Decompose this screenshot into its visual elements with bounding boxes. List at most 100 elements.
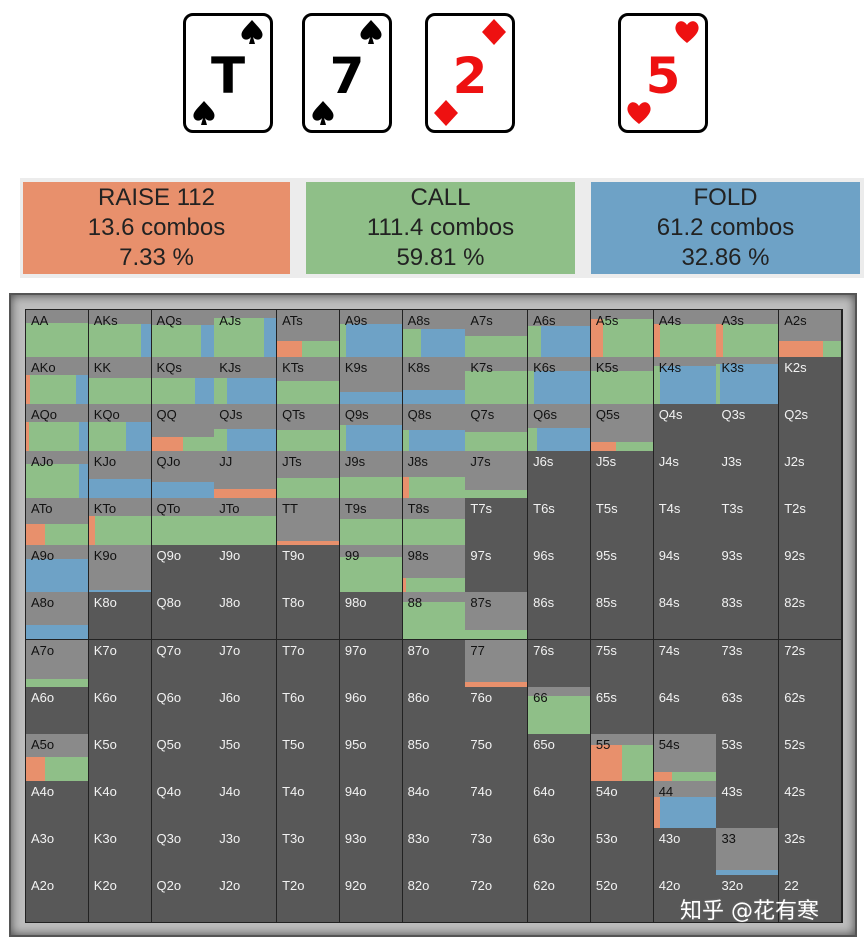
hand-cell-J2o[interactable]: J2o <box>214 874 278 923</box>
hand-cell-KTo[interactable]: KTo <box>88 498 152 547</box>
hand-cell-A9s[interactable]: A9s <box>339 310 403 358</box>
hand-cell-94o[interactable]: 94o <box>339 780 403 829</box>
hand-cell-74s[interactable]: 74s <box>653 639 717 688</box>
hand-cell-22[interactable]: 22 <box>779 874 843 923</box>
hand-cell-99[interactable]: 99 <box>339 545 403 594</box>
hand-cell-QJs[interactable]: QJs <box>214 404 278 453</box>
hand-cell-55[interactable]: 55 <box>590 733 654 782</box>
hand-cell-97o[interactable]: 97o <box>339 639 403 688</box>
hand-cell-J5o[interactable]: J5o <box>214 733 278 782</box>
hand-cell-Q6s[interactable]: Q6s <box>528 404 592 453</box>
hand-cell-ATs[interactable]: ATs <box>277 310 341 358</box>
hand-cell-Q2o[interactable]: Q2o <box>151 874 215 923</box>
hand-cell-K6s[interactable]: K6s <box>528 357 592 406</box>
hand-cell-QTs[interactable]: QTs <box>277 404 341 453</box>
hand-cell-K4s[interactable]: K4s <box>653 357 717 406</box>
hand-cell-96s[interactable]: 96s <box>528 545 592 594</box>
hand-cell-J7s[interactable]: J7s <box>465 451 529 500</box>
hand-cell-72o[interactable]: 72o <box>465 874 529 923</box>
hand-cell-K2o[interactable]: K2o <box>88 874 152 923</box>
hand-cell-66[interactable]: 66 <box>528 686 592 735</box>
hand-cell-A6o[interactable]: A6o <box>26 686 89 735</box>
hand-cell-TT[interactable]: TT <box>277 498 341 547</box>
hand-cell-87s[interactable]: 87s <box>465 592 529 641</box>
hand-cell-96o[interactable]: 96o <box>339 686 403 735</box>
hand-cell-76o[interactable]: 76o <box>465 686 529 735</box>
hand-cell-Q7s[interactable]: Q7s <box>465 404 529 453</box>
hand-cell-Q7o[interactable]: Q7o <box>151 639 215 688</box>
hand-cell-QQ[interactable]: QQ <box>151 404 215 453</box>
hand-cell-QJo[interactable]: QJo <box>151 451 215 500</box>
hand-cell-KJs[interactable]: KJs <box>214 357 278 406</box>
hand-cell-76s[interactable]: 76s <box>528 639 592 688</box>
hand-cell-88[interactable]: 88 <box>402 592 466 641</box>
hand-cell-92s[interactable]: 92s <box>779 545 843 594</box>
hand-cell-A2s[interactable]: A2s <box>779 310 843 358</box>
hand-cell-75o[interactable]: 75o <box>465 733 529 782</box>
hand-cell-J9o[interactable]: J9o <box>214 545 278 594</box>
hand-cell-KQs[interactable]: KQs <box>151 357 215 406</box>
hand-cell-J6s[interactable]: J6s <box>528 451 592 500</box>
hand-cell-AQo[interactable]: AQo <box>26 404 89 453</box>
hand-cell-T7s[interactable]: T7s <box>465 498 529 547</box>
hand-cell-A8o[interactable]: A8o <box>26 592 89 641</box>
raise-summary[interactable]: RAISE 112 13.6 combos 7.33 % <box>23 182 290 274</box>
hand-cell-53s[interactable]: 53s <box>716 733 780 782</box>
hand-cell-52o[interactable]: 52o <box>590 874 654 923</box>
hand-cell-KJo[interactable]: KJo <box>88 451 152 500</box>
hand-cell-AKs[interactable]: AKs <box>88 310 152 358</box>
hand-cell-K8s[interactable]: K8s <box>402 357 466 406</box>
hand-cell-QTo[interactable]: QTo <box>151 498 215 547</box>
hand-cell-T6o[interactable]: T6o <box>277 686 341 735</box>
hand-cell-84o[interactable]: 84o <box>402 780 466 829</box>
hand-cell-J8s[interactable]: J8s <box>402 451 466 500</box>
hand-cell-AKo[interactable]: AKo <box>26 357 89 406</box>
hand-cell-T8o[interactable]: T8o <box>277 592 341 641</box>
hand-cell-K5o[interactable]: K5o <box>88 733 152 782</box>
hand-cell-64s[interactable]: 64s <box>653 686 717 735</box>
hand-cell-Q9s[interactable]: Q9s <box>339 404 403 453</box>
fold-summary[interactable]: FOLD 61.2 combos 32.86 % <box>591 182 860 274</box>
hand-cell-73o[interactable]: 73o <box>465 827 529 876</box>
hand-cell-65s[interactable]: 65s <box>590 686 654 735</box>
hand-cell-Q6o[interactable]: Q6o <box>151 686 215 735</box>
hand-cell-44[interactable]: 44 <box>653 780 717 829</box>
hand-cell-J4s[interactable]: J4s <box>653 451 717 500</box>
hand-cell-T6s[interactable]: T6s <box>528 498 592 547</box>
hand-cell-82s[interactable]: 82s <box>779 592 843 641</box>
hand-cell-J7o[interactable]: J7o <box>214 639 278 688</box>
hand-cell-Q3s[interactable]: Q3s <box>716 404 780 453</box>
hand-cell-Q3o[interactable]: Q3o <box>151 827 215 876</box>
hand-cell-T2o[interactable]: T2o <box>277 874 341 923</box>
hand-cell-42s[interactable]: 42s <box>779 780 843 829</box>
hand-cell-Q5o[interactable]: Q5o <box>151 733 215 782</box>
hand-cell-33[interactable]: 33 <box>716 827 780 876</box>
hand-cell-A7o[interactable]: A7o <box>26 639 89 688</box>
hand-cell-82o[interactable]: 82o <box>402 874 466 923</box>
hand-cell-T3o[interactable]: T3o <box>277 827 341 876</box>
hand-cell-K9o[interactable]: K9o <box>88 545 152 594</box>
hand-cell-84s[interactable]: 84s <box>653 592 717 641</box>
hand-cell-T5s[interactable]: T5s <box>590 498 654 547</box>
hand-cell-A9o[interactable]: A9o <box>26 545 89 594</box>
hand-cell-75s[interactable]: 75s <box>590 639 654 688</box>
hand-cell-43o[interactable]: 43o <box>653 827 717 876</box>
hand-cell-43s[interactable]: 43s <box>716 780 780 829</box>
hand-cell-JTo[interactable]: JTo <box>214 498 278 547</box>
hand-cell-K8o[interactable]: K8o <box>88 592 152 641</box>
hand-cell-85s[interactable]: 85s <box>590 592 654 641</box>
hand-cell-AQs[interactable]: AQs <box>151 310 215 358</box>
hand-cell-63s[interactable]: 63s <box>716 686 780 735</box>
hand-cell-72s[interactable]: 72s <box>779 639 843 688</box>
hand-cell-32o[interactable]: 32o <box>716 874 780 923</box>
hand-cell-KTs[interactable]: KTs <box>277 357 341 406</box>
hand-cell-J3o[interactable]: J3o <box>214 827 278 876</box>
hand-cell-Q5s[interactable]: Q5s <box>590 404 654 453</box>
hand-cell-53o[interactable]: 53o <box>590 827 654 876</box>
hand-cell-K2s[interactable]: K2s <box>779 357 843 406</box>
hand-cell-98s[interactable]: 98s <box>402 545 466 594</box>
hand-cell-T4o[interactable]: T4o <box>277 780 341 829</box>
hand-cell-KK[interactable]: KK <box>88 357 152 406</box>
hand-cell-Q4o[interactable]: Q4o <box>151 780 215 829</box>
hand-cell-T9s[interactable]: T9s <box>339 498 403 547</box>
